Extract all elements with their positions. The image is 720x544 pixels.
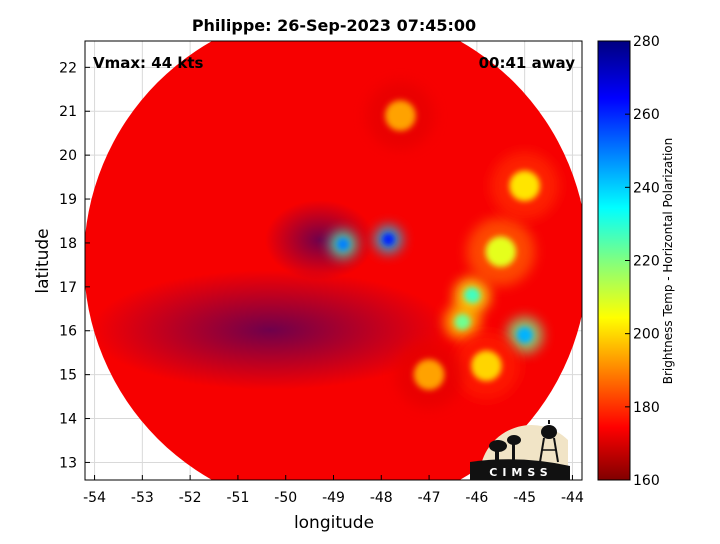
- x-tick-label: -49: [322, 490, 345, 506]
- x-tick-label: -44: [561, 490, 584, 506]
- colorbar: [597, 40, 631, 481]
- logo-ground: [470, 459, 570, 480]
- x-axis-label: longitude: [294, 513, 374, 533]
- swath-layer: [85, 41, 582, 480]
- logo-dish-stand: [495, 450, 499, 464]
- x-tick-label: -51: [226, 490, 249, 506]
- vmax-annotation: Vmax: 44 kts: [93, 54, 203, 72]
- x-tick-label: -54: [83, 490, 106, 506]
- x-axis: -54 -53 -52 -51 -50 -49 -48 -47 -46 -45 -44: [83, 475, 584, 506]
- logo-tower-tank: [541, 425, 557, 439]
- y-axis: 13 14 15 16 17 18 19 20 21 22: [59, 60, 90, 471]
- feature-core: [385, 100, 416, 131]
- feature-core: [509, 170, 540, 202]
- feature-core: [454, 313, 471, 331]
- logo-dish: [489, 440, 507, 452]
- y-tick-label: 19: [59, 192, 77, 208]
- chart-title: Philippe: 26-Sep-2023 07:45:00: [192, 16, 476, 35]
- y-tick-label: 21: [59, 104, 77, 120]
- logo-text: CIMSS: [489, 466, 552, 479]
- x-tick-label: -48: [370, 490, 393, 506]
- colorbar-tick-label: 260: [633, 107, 660, 123]
- y-tick-label: 14: [59, 412, 77, 428]
- cimss-logo: CIMSS: [470, 420, 570, 480]
- y-tick-label: 20: [59, 148, 77, 164]
- colorbar-tick-label: 200: [633, 327, 660, 343]
- feature-core: [336, 237, 350, 251]
- feature-core: [463, 287, 481, 304]
- center-dark: [265, 200, 375, 280]
- colorbar-tick-label: 280: [633, 34, 660, 50]
- x-tick-label: -45: [513, 490, 536, 506]
- x-tick-label: -53: [131, 490, 154, 506]
- spiral-band-dark: [90, 270, 450, 390]
- y-tick-label: 16: [59, 324, 77, 340]
- feature-core: [382, 233, 395, 246]
- feature-core: [485, 236, 517, 268]
- y-axis-label: latitude: [33, 228, 53, 293]
- x-tick-label: -46: [465, 490, 488, 506]
- y-tick-label: 17: [59, 280, 77, 296]
- colorbar-tick-label: 160: [633, 473, 660, 489]
- x-tick-label: -50: [274, 490, 297, 506]
- colorbar-tick-label: 220: [633, 254, 660, 270]
- feature-core: [413, 359, 445, 390]
- colorbar-tick-label: 240: [633, 180, 660, 196]
- y-tick-label: 15: [59, 368, 77, 384]
- feature-core: [516, 327, 533, 344]
- y-tick-label: 18: [59, 236, 77, 252]
- x-tick-label: -52: [179, 490, 202, 506]
- colorbar-tick-label: 180: [633, 400, 660, 416]
- x-tick-label: -47: [418, 490, 441, 506]
- logo-dish-stand: [512, 444, 515, 462]
- logo-dish: [507, 435, 521, 445]
- feature-core: [471, 350, 502, 382]
- y-tick-label: 13: [59, 455, 77, 471]
- colorbar-ticks: 160 180 200 220 240 260 280: [625, 34, 660, 489]
- y-tick-label: 22: [59, 60, 77, 76]
- time-away-annotation: 00:41 away: [479, 54, 576, 72]
- feature-layer: [329, 81, 559, 409]
- colorbar-label: Brightness Temp - Horizontal Polarizatio…: [661, 138, 675, 385]
